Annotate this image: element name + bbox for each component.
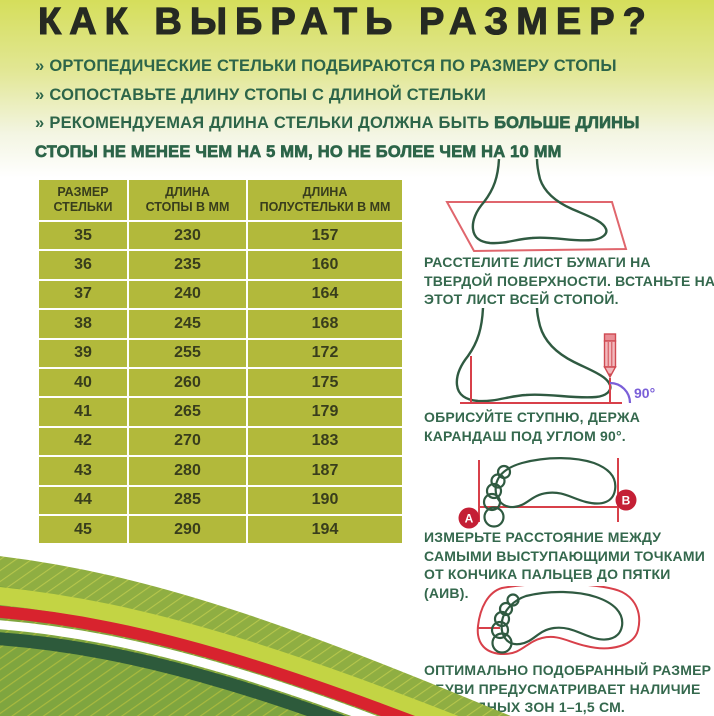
angle-arc (609, 381, 632, 404)
table-cell: 280 (127, 455, 248, 487)
bullet-text: СОПОСТАВЬТЕ ДЛИНУ СТОПЫ С ДЛИНОЙ СТЕЛЬКИ (49, 85, 487, 104)
table-cell: 37 (37, 278, 129, 311)
table-cell: 43 (37, 455, 129, 487)
bullet-text: РЕКОМЕНДУЕМАЯ ДЛИНА СТЕЛЬКИ ДОЛЖНА БЫТЬ (49, 114, 490, 132)
bullet-item: » ОРТОПЕДИЧЕСКИЕ СТЕЛЬКИ ПОДБИРАЮТСЯ ПО Р… (35, 52, 683, 81)
size-table: РАЗМЕР СТЕЛЬКИ ДЛИНА СТОПЫ В ММ ДЛИНА ПОЛУС… (37, 178, 404, 546)
table-cell: 157 (246, 219, 404, 252)
bullet-marker: » (35, 57, 45, 75)
col-header-insole-size: РАЗМЕР СТЕЛЬКИ (37, 178, 129, 222)
table-cell: 175 (246, 366, 404, 399)
table-row: 45 290 194 (37, 513, 404, 546)
foot-outline (455, 307, 612, 403)
footprint-measure-illustration: А В (458, 457, 637, 529)
bullet-item: » РЕКОМЕНДУЕМАЯ ДЛИНА СТЕЛЬКИ ДОЛЖНА БЫТЬ… (35, 109, 683, 166)
header-background (0, 0, 714, 178)
insole-outline (476, 586, 641, 656)
step3-caption: ИЗМЕРЬТЕ РАССТОЯНИЕ МЕЖДУ САМЫМИ ВЫСТУПА… (424, 529, 705, 601)
table-cell: 230 (127, 219, 248, 252)
step2-caption: ОБРИСУЙТЕ СТУПНЮ, ДЕРЖА КАРАНДАШ ПОД УГЛ… (424, 409, 641, 444)
wave-band-red (0, 605, 416, 716)
table-row: 37 240 164 (37, 278, 404, 311)
point-b-marker: В (615, 489, 637, 511)
table-row: 35 230 157 (37, 219, 404, 252)
table-cell: 194 (246, 513, 404, 546)
table-cell: 260 (127, 366, 248, 399)
table-cell: 160 (246, 249, 404, 281)
table-row: 41 265 179 (37, 396, 404, 428)
footprint-insole-illustration (476, 586, 641, 656)
point-b-label: В (622, 494, 631, 508)
wave-band-green (0, 556, 511, 716)
table-cell: 164 (246, 278, 404, 311)
table-cell: 183 (246, 425, 404, 458)
table-row: 39 255 172 (37, 337, 404, 369)
foot-tracing-illustration: 90° (455, 307, 655, 404)
wave-band-dark-green (0, 632, 346, 716)
size-table-body: 35 230 157 36 235 160 37 240 164 38 245 168 39 255 172… (37, 219, 404, 546)
table-cell: 45 (37, 513, 129, 546)
table-cell: 179 (246, 396, 404, 428)
table-cell: 190 (246, 484, 404, 516)
table-cell: 41 (37, 396, 129, 428)
table-cell: 42 (37, 425, 129, 458)
table-row: 38 245 168 (37, 308, 404, 340)
foot-outline (471, 159, 608, 245)
col-header-half-insole-length: ДЛИНА ПОЛУСТЕЛЬКИ В ММ (246, 178, 404, 222)
bullet-text: ОРТОПЕДИЧЕСКИЕ СТЕЛЬКИ ПОДБИРАЮТСЯ ПО РА… (49, 57, 617, 75)
decorative-wave-graphic (0, 556, 511, 716)
col-header-foot-length: ДЛИНА СТОПЫ В ММ (127, 178, 248, 222)
bullet-text-emphasis: БОЛЬШЕ ДЛИНЫ СТОПЫ НЕ МЕНЕЕ ЧЕМ НА 5 ММ,… (35, 114, 640, 161)
table-cell: 36 (37, 249, 129, 281)
pencil-icon (603, 333, 617, 379)
bullet-marker: » (35, 114, 45, 132)
table-cell: 235 (127, 249, 248, 281)
table-cell: 35 (37, 219, 129, 252)
footprint-outline (482, 457, 617, 528)
bullet-item: » СОПОСТАВЬТЕ ДЛИНУ СТОПЫ С ДЛИНОЙ СТЕЛЬК… (35, 81, 683, 110)
table-cell: 168 (246, 308, 404, 340)
point-a-label: А (465, 512, 474, 526)
table-row: 44 285 190 (37, 484, 404, 516)
footprint-outline (490, 590, 624, 654)
table-cell: 44 (37, 484, 129, 516)
foot-on-paper-illustration (445, 159, 628, 253)
table-cell: 285 (127, 484, 248, 516)
bullet-marker: » (35, 85, 45, 104)
table-cell: 39 (37, 337, 129, 369)
page-title: КАК ВЫБРАТЬ РАЗМЕР? (37, 0, 654, 43)
angle-label: 90° (634, 385, 655, 401)
point-a-marker: А (458, 507, 480, 529)
header-row: РАЗМЕР СТЕЛЬКИ ДЛИНА СТОПЫ В ММ ДЛИНА ПОЛУС… (37, 178, 404, 222)
table-row: 42 270 183 (37, 425, 404, 458)
table-cell: 290 (127, 513, 248, 546)
bullet-list: » ОРТОПЕДИЧЕСКИЕ СТЕЛЬКИ ПОДБИРАЮТСЯ ПО Р… (35, 52, 683, 166)
size-table-header: РАЗМЕР СТЕЛЬКИ ДЛИНА СТОПЫ В ММ ДЛИНА ПОЛУС… (37, 178, 404, 222)
table-row: 40 260 175 (37, 366, 404, 399)
table-cell: 265 (127, 396, 248, 428)
wave-band-chartreuse (0, 586, 459, 716)
wave-band-white (0, 620, 378, 716)
step1-caption: РАССТЕЛИТЕ ЛИСТ БУМАГИ НА ТВЕРДОЙ ПОВЕРХ… (424, 254, 714, 307)
table-cell: 40 (37, 366, 129, 399)
table-cell: 245 (127, 308, 248, 340)
table-cell: 270 (127, 425, 248, 458)
table-cell: 172 (246, 337, 404, 369)
table-cell: 38 (37, 308, 129, 340)
table-row: 36 235 160 (37, 249, 404, 281)
table-cell: 240 (127, 278, 248, 311)
table-row: 43 280 187 (37, 455, 404, 487)
table-cell: 255 (127, 337, 248, 369)
table-cell: 187 (246, 455, 404, 487)
